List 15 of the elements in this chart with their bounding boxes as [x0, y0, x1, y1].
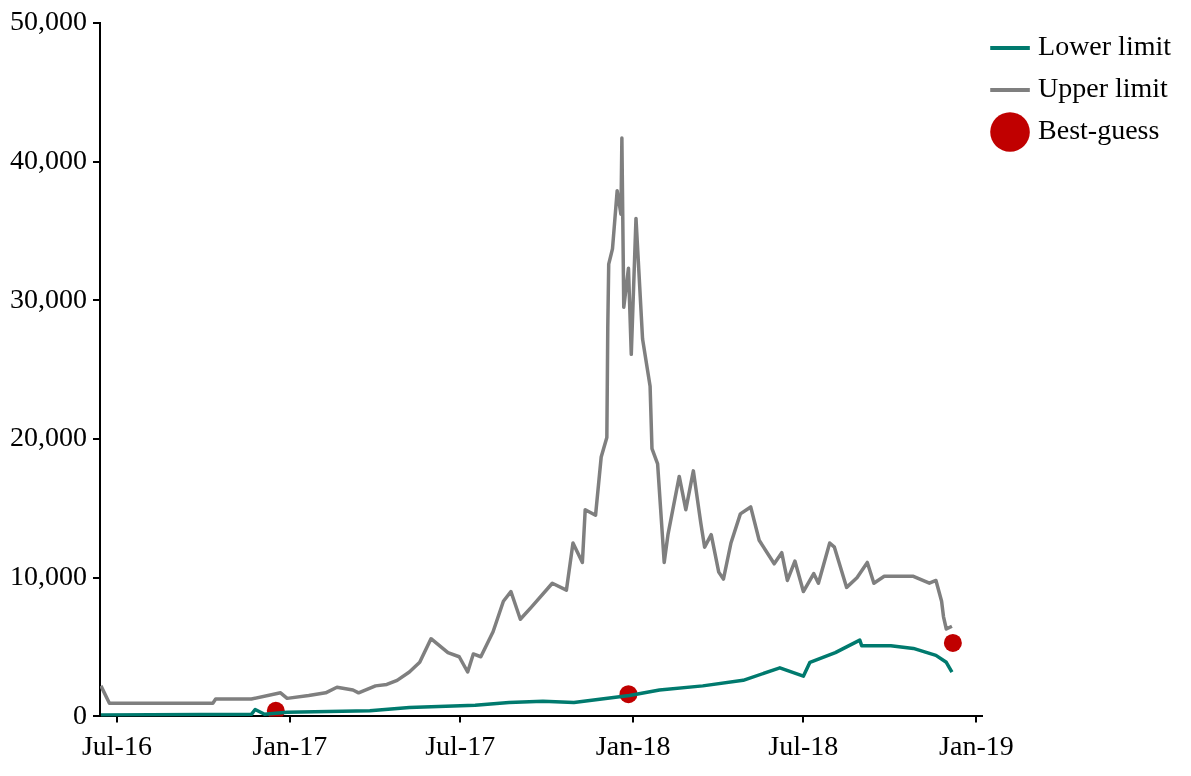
y-tick-label: 30,000 [10, 282, 87, 314]
y-tick-label: 40,000 [10, 143, 87, 175]
y-tick-label: 50,000 [10, 5, 87, 37]
x-tick-label: Jul-18 [768, 729, 839, 761]
x-tick-label: Jan-19 [939, 729, 1014, 761]
x-tick-label: Jan-18 [595, 729, 671, 761]
x-tick-label: Jul-17 [425, 729, 496, 761]
y-tick-label: 20,000 [10, 421, 87, 453]
x-tick-label: Jul-16 [81, 729, 152, 761]
y-tick-label: 10,000 [10, 560, 87, 592]
x-tick-label: Jan-17 [252, 729, 328, 761]
legend-label: Best-guess [1038, 114, 1160, 146]
legend-label: Lower limit [1038, 30, 1172, 62]
y-tick-label: 0 [73, 698, 87, 730]
legend-label: Upper limit [1038, 72, 1169, 104]
